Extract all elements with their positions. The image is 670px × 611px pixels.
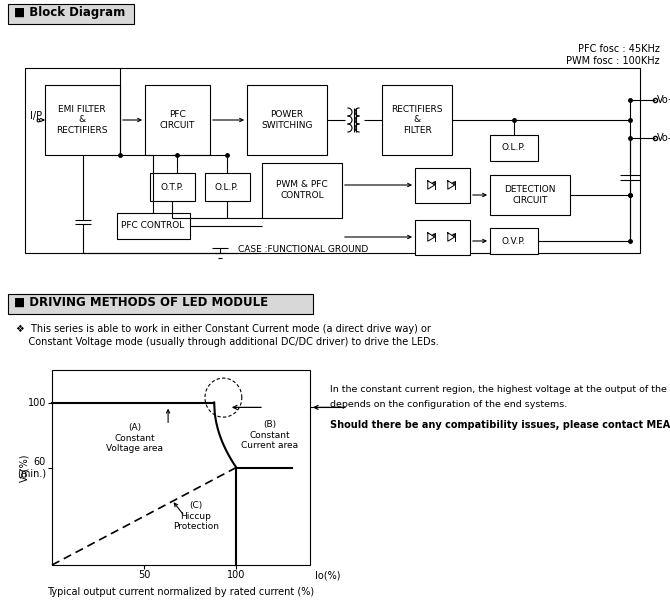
Text: ■ DRIVING METHODS OF LED MODULE: ■ DRIVING METHODS OF LED MODULE [14,296,268,309]
Text: 100: 100 [227,570,245,580]
Text: Typical output current normalized by rated current (%): Typical output current normalized by rat… [48,587,314,597]
Text: O.L.P.: O.L.P. [215,183,239,191]
Bar [52,370,310,565]
Text: O.T.P.: O.T.P. [160,183,184,191]
Text: (C)
Hiccup
Protection: (C) Hiccup Protection [173,502,218,531]
Text: (A)
Constant
Voltage area: (A) Constant Voltage area [107,423,163,453]
Bar [205,173,250,201]
Text: 60
(min.): 60 (min.) [17,456,46,478]
Text: PFC CONTROL: PFC CONTROL [121,222,185,230]
Text: Io(%): Io(%) [315,570,340,580]
Bar [415,168,470,203]
Text: Vo-: Vo- [657,133,670,143]
Text: ■ Block Diagram: ■ Block Diagram [14,6,125,19]
Text: DETECTION
CIRCUIT: DETECTION CIRCUIT [505,185,555,205]
Text: CASE :FUNCTIONAL GROUND: CASE :FUNCTIONAL GROUND [238,245,368,254]
Text: PFC
CIRCUIT: PFC CIRCUIT [159,111,195,130]
Text: PWM & PFC
CONTROL: PWM & PFC CONTROL [276,180,328,200]
Bar [25,68,640,253]
Text: (B)
Constant
Current area: (B) Constant Current area [241,420,298,450]
Text: Should there be any compatibility issues, please contact MEAN WELL.: Should there be any compatibility issues… [330,420,670,430]
Bar [145,85,210,155]
Text: Constant Voltage mode (usually through additional DC/DC driver) to drive the LED: Constant Voltage mode (usually through a… [16,337,439,347]
Text: ❖  This series is able to work in either Constant Current mode (a direct drive w: ❖ This series is able to work in either … [16,324,431,334]
Bar [45,85,120,155]
Bar [262,163,342,218]
Bar [415,220,470,255]
Bar [247,85,327,155]
Text: In the constant current region, the highest voltage at the output of the driver: In the constant current region, the high… [330,385,670,394]
Text: I/P: I/P [30,111,42,121]
Text: POWER
SWITCHING: POWER SWITCHING [261,111,313,130]
Text: O.L.P.: O.L.P. [502,144,526,153]
Bar [490,175,570,215]
Bar [490,228,538,254]
Text: Vo(%): Vo(%) [19,453,29,481]
Bar [382,85,452,155]
Bar [8,4,134,24]
Bar [8,294,313,314]
Bar [150,173,195,201]
Bar [117,213,190,239]
Text: 50: 50 [138,570,150,580]
Text: EMI FILTER
&
RECTIFIERS: EMI FILTER & RECTIFIERS [56,105,108,135]
Text: Vo+: Vo+ [657,95,670,105]
Text: PFC fosc : 45KHz
PWM fosc : 100KHz: PFC fosc : 45KHz PWM fosc : 100KHz [566,44,660,65]
Text: O.V.P.: O.V.P. [502,236,526,246]
Text: RECTIFIERS
&
FILTER: RECTIFIERS & FILTER [391,105,443,135]
Bar [490,135,538,161]
Text: depends on the configuration of the end systems.: depends on the configuration of the end … [330,400,567,409]
Text: 100: 100 [27,398,46,408]
